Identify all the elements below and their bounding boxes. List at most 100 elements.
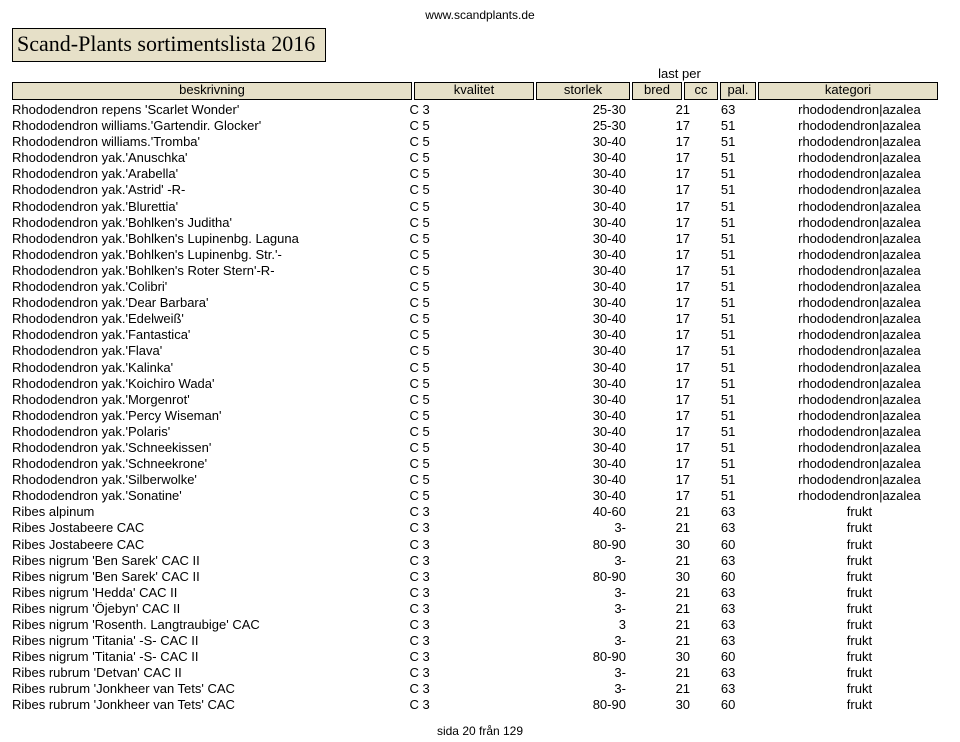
cell-pal bbox=[741, 199, 771, 215]
header-kvalitet: kvalitet bbox=[414, 82, 534, 100]
cell-desc: Ribes Jostabeere CAC bbox=[12, 520, 406, 536]
cell-pal bbox=[741, 166, 771, 182]
cell-cc: 60 bbox=[696, 537, 741, 553]
cell-cc: 51 bbox=[696, 327, 741, 343]
cell-cc: 63 bbox=[696, 681, 741, 697]
cell-kvalitet: C 5 bbox=[406, 360, 528, 376]
cell-cc: 63 bbox=[696, 617, 741, 633]
header-kategori: kategori bbox=[758, 82, 938, 100]
cell-pal bbox=[741, 182, 771, 198]
cell-storlek: 30-40 bbox=[528, 215, 636, 231]
cell-pal bbox=[741, 311, 771, 327]
cell-storlek: 80-90 bbox=[528, 569, 636, 585]
cell-pal bbox=[741, 504, 771, 520]
cell-pal bbox=[741, 633, 771, 649]
cell-cc: 51 bbox=[696, 360, 741, 376]
table-row: Rhododendron yak.'Sonatine'C 530-401751r… bbox=[12, 488, 948, 504]
cell-pal bbox=[741, 456, 771, 472]
cell-pal bbox=[741, 697, 771, 713]
cell-kategori: frukt bbox=[771, 617, 948, 633]
page-title: Scand-Plants sortimentslista 2016 bbox=[12, 28, 326, 62]
cell-cc: 51 bbox=[696, 456, 741, 472]
cell-pal bbox=[741, 279, 771, 295]
cell-desc: Rhododendron yak.'Fantastica' bbox=[12, 327, 406, 343]
cell-cc: 51 bbox=[696, 295, 741, 311]
cell-storlek: 30-40 bbox=[528, 295, 636, 311]
cell-bred: 17 bbox=[636, 360, 696, 376]
cell-desc: Rhododendron yak.'Blurettia' bbox=[12, 199, 406, 215]
cell-bred: 17 bbox=[636, 166, 696, 182]
cell-cc: 51 bbox=[696, 247, 741, 263]
cell-cc: 60 bbox=[696, 569, 741, 585]
cell-pal bbox=[741, 553, 771, 569]
table-row: Rhododendron yak.'Silberwolke'C 530-4017… bbox=[12, 472, 948, 488]
cell-storlek: 30-40 bbox=[528, 392, 636, 408]
cell-bred: 17 bbox=[636, 440, 696, 456]
cell-desc: Ribes Jostabeere CAC bbox=[12, 537, 406, 553]
header-storlek: storlek bbox=[536, 82, 630, 100]
table-row: Ribes Jostabeere CACC 380-903060frukt bbox=[12, 537, 948, 553]
cell-desc: Ribes nigrum 'Öjebyn' CAC II bbox=[12, 601, 406, 617]
cell-desc: Rhododendron yak.'Percy Wiseman' bbox=[12, 408, 406, 424]
cell-bred: 17 bbox=[636, 392, 696, 408]
cell-bred: 17 bbox=[636, 408, 696, 424]
cell-desc: Ribes alpinum bbox=[12, 504, 406, 520]
table-row: Rhododendron yak.'Blurettia'C 530-401751… bbox=[12, 199, 948, 215]
cell-cc: 63 bbox=[696, 585, 741, 601]
cell-pal bbox=[741, 327, 771, 343]
table-row: Rhododendron yak.'Anuschka'C 530-401751r… bbox=[12, 150, 948, 166]
table-row: Rhododendron yak.'Edelweiß'C 530-401751r… bbox=[12, 311, 948, 327]
cell-pal bbox=[741, 601, 771, 617]
cell-pal bbox=[741, 231, 771, 247]
cell-kategori: frukt bbox=[771, 520, 948, 536]
cell-bred: 21 bbox=[636, 601, 696, 617]
cell-kvalitet: C 5 bbox=[406, 166, 528, 182]
cell-kvalitet: C 5 bbox=[406, 295, 528, 311]
table-row: Ribes nigrum 'Ben Sarek' CAC IIC 380-903… bbox=[12, 569, 948, 585]
cell-kvalitet: C 3 bbox=[406, 537, 528, 553]
cell-kvalitet: C 5 bbox=[406, 215, 528, 231]
table-row: Rhododendron williams.'Tromba'C 530-4017… bbox=[12, 134, 948, 150]
cell-kvalitet: C 3 bbox=[406, 617, 528, 633]
page-url: www.scandplants.de bbox=[12, 8, 948, 22]
cell-kvalitet: C 3 bbox=[406, 520, 528, 536]
cell-kategori: rhododendron|azalea bbox=[771, 472, 948, 488]
cell-kategori: rhododendron|azalea bbox=[771, 182, 948, 198]
cell-storlek: 30-40 bbox=[528, 134, 636, 150]
cell-pal bbox=[741, 649, 771, 665]
table-row: Rhododendron yak.'Percy Wiseman'C 530-40… bbox=[12, 408, 948, 424]
table-row: Rhododendron repens 'Scarlet Wonder'C 32… bbox=[12, 102, 948, 118]
cell-kategori: frukt bbox=[771, 681, 948, 697]
cell-bred: 21 bbox=[636, 520, 696, 536]
cell-kvalitet: C 3 bbox=[406, 569, 528, 585]
cell-kvalitet: C 5 bbox=[406, 311, 528, 327]
cell-bred: 30 bbox=[636, 697, 696, 713]
cell-cc: 51 bbox=[696, 166, 741, 182]
cell-desc: Rhododendron yak.'Flava' bbox=[12, 343, 406, 359]
table-row: Ribes nigrum 'Hedda' CAC IIC 33-2163fruk… bbox=[12, 585, 948, 601]
cell-cc: 51 bbox=[696, 231, 741, 247]
cell-desc: Rhododendron williams.'Gartendir. Glocke… bbox=[12, 118, 406, 134]
cell-cc: 51 bbox=[696, 263, 741, 279]
cell-cc: 51 bbox=[696, 118, 741, 134]
cell-bred: 30 bbox=[636, 537, 696, 553]
cell-cc: 51 bbox=[696, 376, 741, 392]
cell-kvalitet: C 5 bbox=[406, 424, 528, 440]
cell-bred: 21 bbox=[636, 617, 696, 633]
cell-pal bbox=[741, 408, 771, 424]
cell-kvalitet: C 3 bbox=[406, 102, 528, 118]
cell-pal bbox=[741, 102, 771, 118]
cell-pal bbox=[741, 424, 771, 440]
cell-kvalitet: C 3 bbox=[406, 601, 528, 617]
cell-storlek: 30-40 bbox=[528, 247, 636, 263]
cell-pal bbox=[741, 376, 771, 392]
cell-bred: 17 bbox=[636, 199, 696, 215]
cell-bred: 17 bbox=[636, 215, 696, 231]
cell-desc: Rhododendron yak.'Bohlken's Juditha' bbox=[12, 215, 406, 231]
table-row: Rhododendron yak.'Colibri'C 530-401751rh… bbox=[12, 279, 948, 295]
table-row: Ribes nigrum 'Rosenth. Langtraubige' CAC… bbox=[12, 617, 948, 633]
cell-cc: 51 bbox=[696, 215, 741, 231]
cell-pal bbox=[741, 681, 771, 697]
cell-pal bbox=[741, 585, 771, 601]
cell-pal bbox=[741, 472, 771, 488]
